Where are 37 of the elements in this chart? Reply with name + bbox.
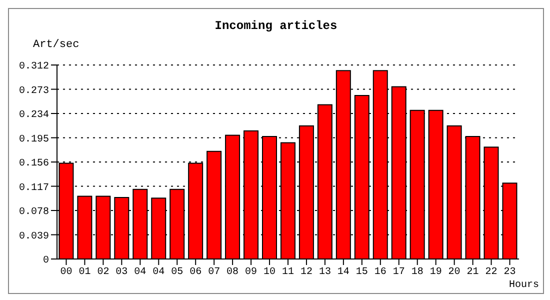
y-tick-label: 0.195: [18, 134, 49, 146]
chart-title: Incoming articles: [214, 19, 338, 33]
x-axis-title: Hours: [509, 280, 540, 291]
x-tick-label: 22: [485, 267, 498, 278]
x-tick-label: 08: [226, 267, 239, 278]
x-tick-label: 19: [430, 267, 442, 278]
x-tick-label: 11: [282, 267, 294, 278]
x-tick-label: 20: [448, 267, 460, 278]
y-tick-label: 0: [42, 256, 49, 267]
x-tick-label: 06: [190, 267, 202, 278]
x-tick-label: 18: [411, 267, 424, 278]
x-tick-label: 12: [300, 267, 312, 278]
x-tick-label: 01: [78, 267, 91, 278]
x-tick-label: 14: [337, 267, 350, 278]
y-tick-label: 0.078: [18, 207, 49, 218]
y-tick-label: 0.117: [18, 182, 49, 194]
x-tick-label: 09: [245, 267, 258, 278]
x-tick-label: 17: [392, 267, 405, 278]
x-tick-label: 04: [152, 267, 165, 278]
x-tick-label: 05: [171, 267, 184, 278]
x-tick-label: 10: [264, 267, 276, 278]
y-axis-title: Art/sec: [33, 39, 80, 51]
y-tick-label: 0.156: [18, 158, 49, 170]
x-tick-label: 21: [466, 267, 479, 278]
y-tick-label: 0.039: [18, 231, 49, 242]
x-tick-label: 16: [374, 267, 386, 278]
x-tick-label: 07: [208, 267, 220, 278]
x-tick-label: 23: [504, 267, 516, 278]
x-tick-label: 04: [134, 267, 146, 278]
x-tick-label: 03: [116, 267, 128, 278]
x-tick-label: 13: [318, 267, 331, 278]
x-tick-label: 15: [356, 267, 368, 278]
y-tick-label: 0.273: [18, 86, 49, 97]
y-tick-label: 0.312: [18, 62, 49, 73]
y-tick-label: 0.234: [18, 110, 49, 122]
x-tick-label: 02: [97, 267, 110, 278]
x-tick-label: 00: [60, 267, 72, 278]
